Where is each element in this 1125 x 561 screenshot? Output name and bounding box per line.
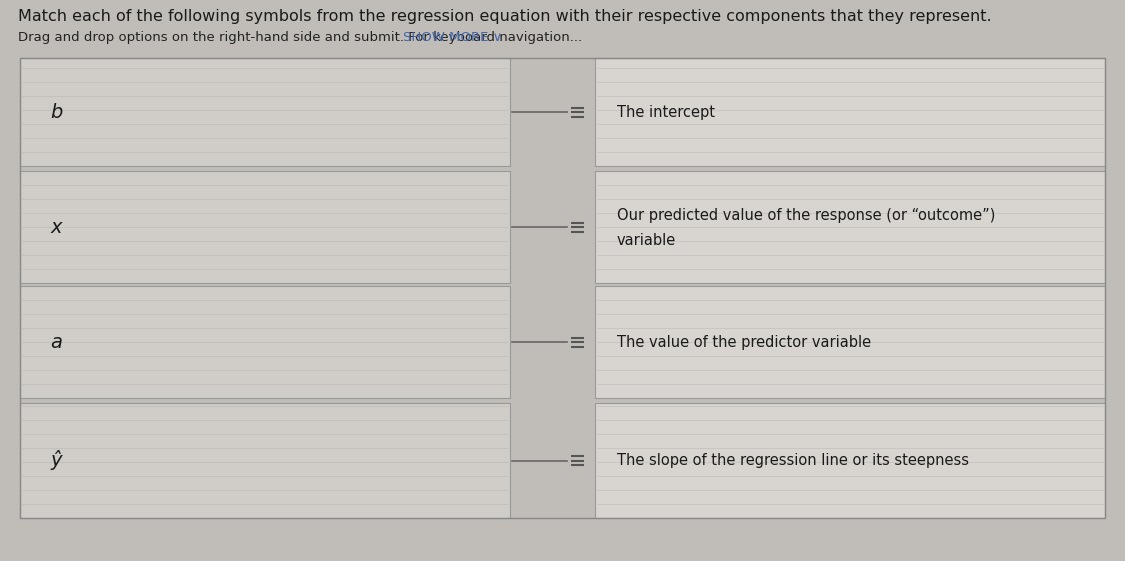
Text: Drag and drop options on the right-hand side and submit. For keyboard navigation: Drag and drop options on the right-hand … bbox=[18, 31, 586, 44]
FancyBboxPatch shape bbox=[20, 58, 510, 166]
Text: Match each of the following symbols from the regression equation with their resp: Match each of the following symbols from… bbox=[18, 9, 991, 24]
Text: The value of the predictor variable: The value of the predictor variable bbox=[616, 334, 871, 350]
FancyBboxPatch shape bbox=[595, 58, 1105, 166]
FancyBboxPatch shape bbox=[595, 403, 1105, 518]
Text: SHOW MORE ∨: SHOW MORE ∨ bbox=[403, 31, 503, 44]
Text: variable: variable bbox=[616, 233, 676, 248]
Text: a: a bbox=[50, 333, 62, 352]
FancyBboxPatch shape bbox=[20, 403, 510, 518]
Text: x: x bbox=[50, 218, 62, 237]
FancyBboxPatch shape bbox=[20, 286, 510, 398]
Text: The slope of the regression line or its steepness: The slope of the regression line or its … bbox=[616, 453, 969, 468]
Text: ŷ: ŷ bbox=[50, 450, 62, 471]
Text: Our predicted value of the response (or “outcome”): Our predicted value of the response (or … bbox=[616, 208, 996, 223]
Text: b: b bbox=[50, 103, 62, 122]
FancyBboxPatch shape bbox=[20, 171, 510, 283]
FancyBboxPatch shape bbox=[510, 58, 595, 518]
FancyBboxPatch shape bbox=[595, 286, 1105, 398]
FancyBboxPatch shape bbox=[595, 171, 1105, 283]
Text: The intercept: The intercept bbox=[616, 104, 716, 119]
